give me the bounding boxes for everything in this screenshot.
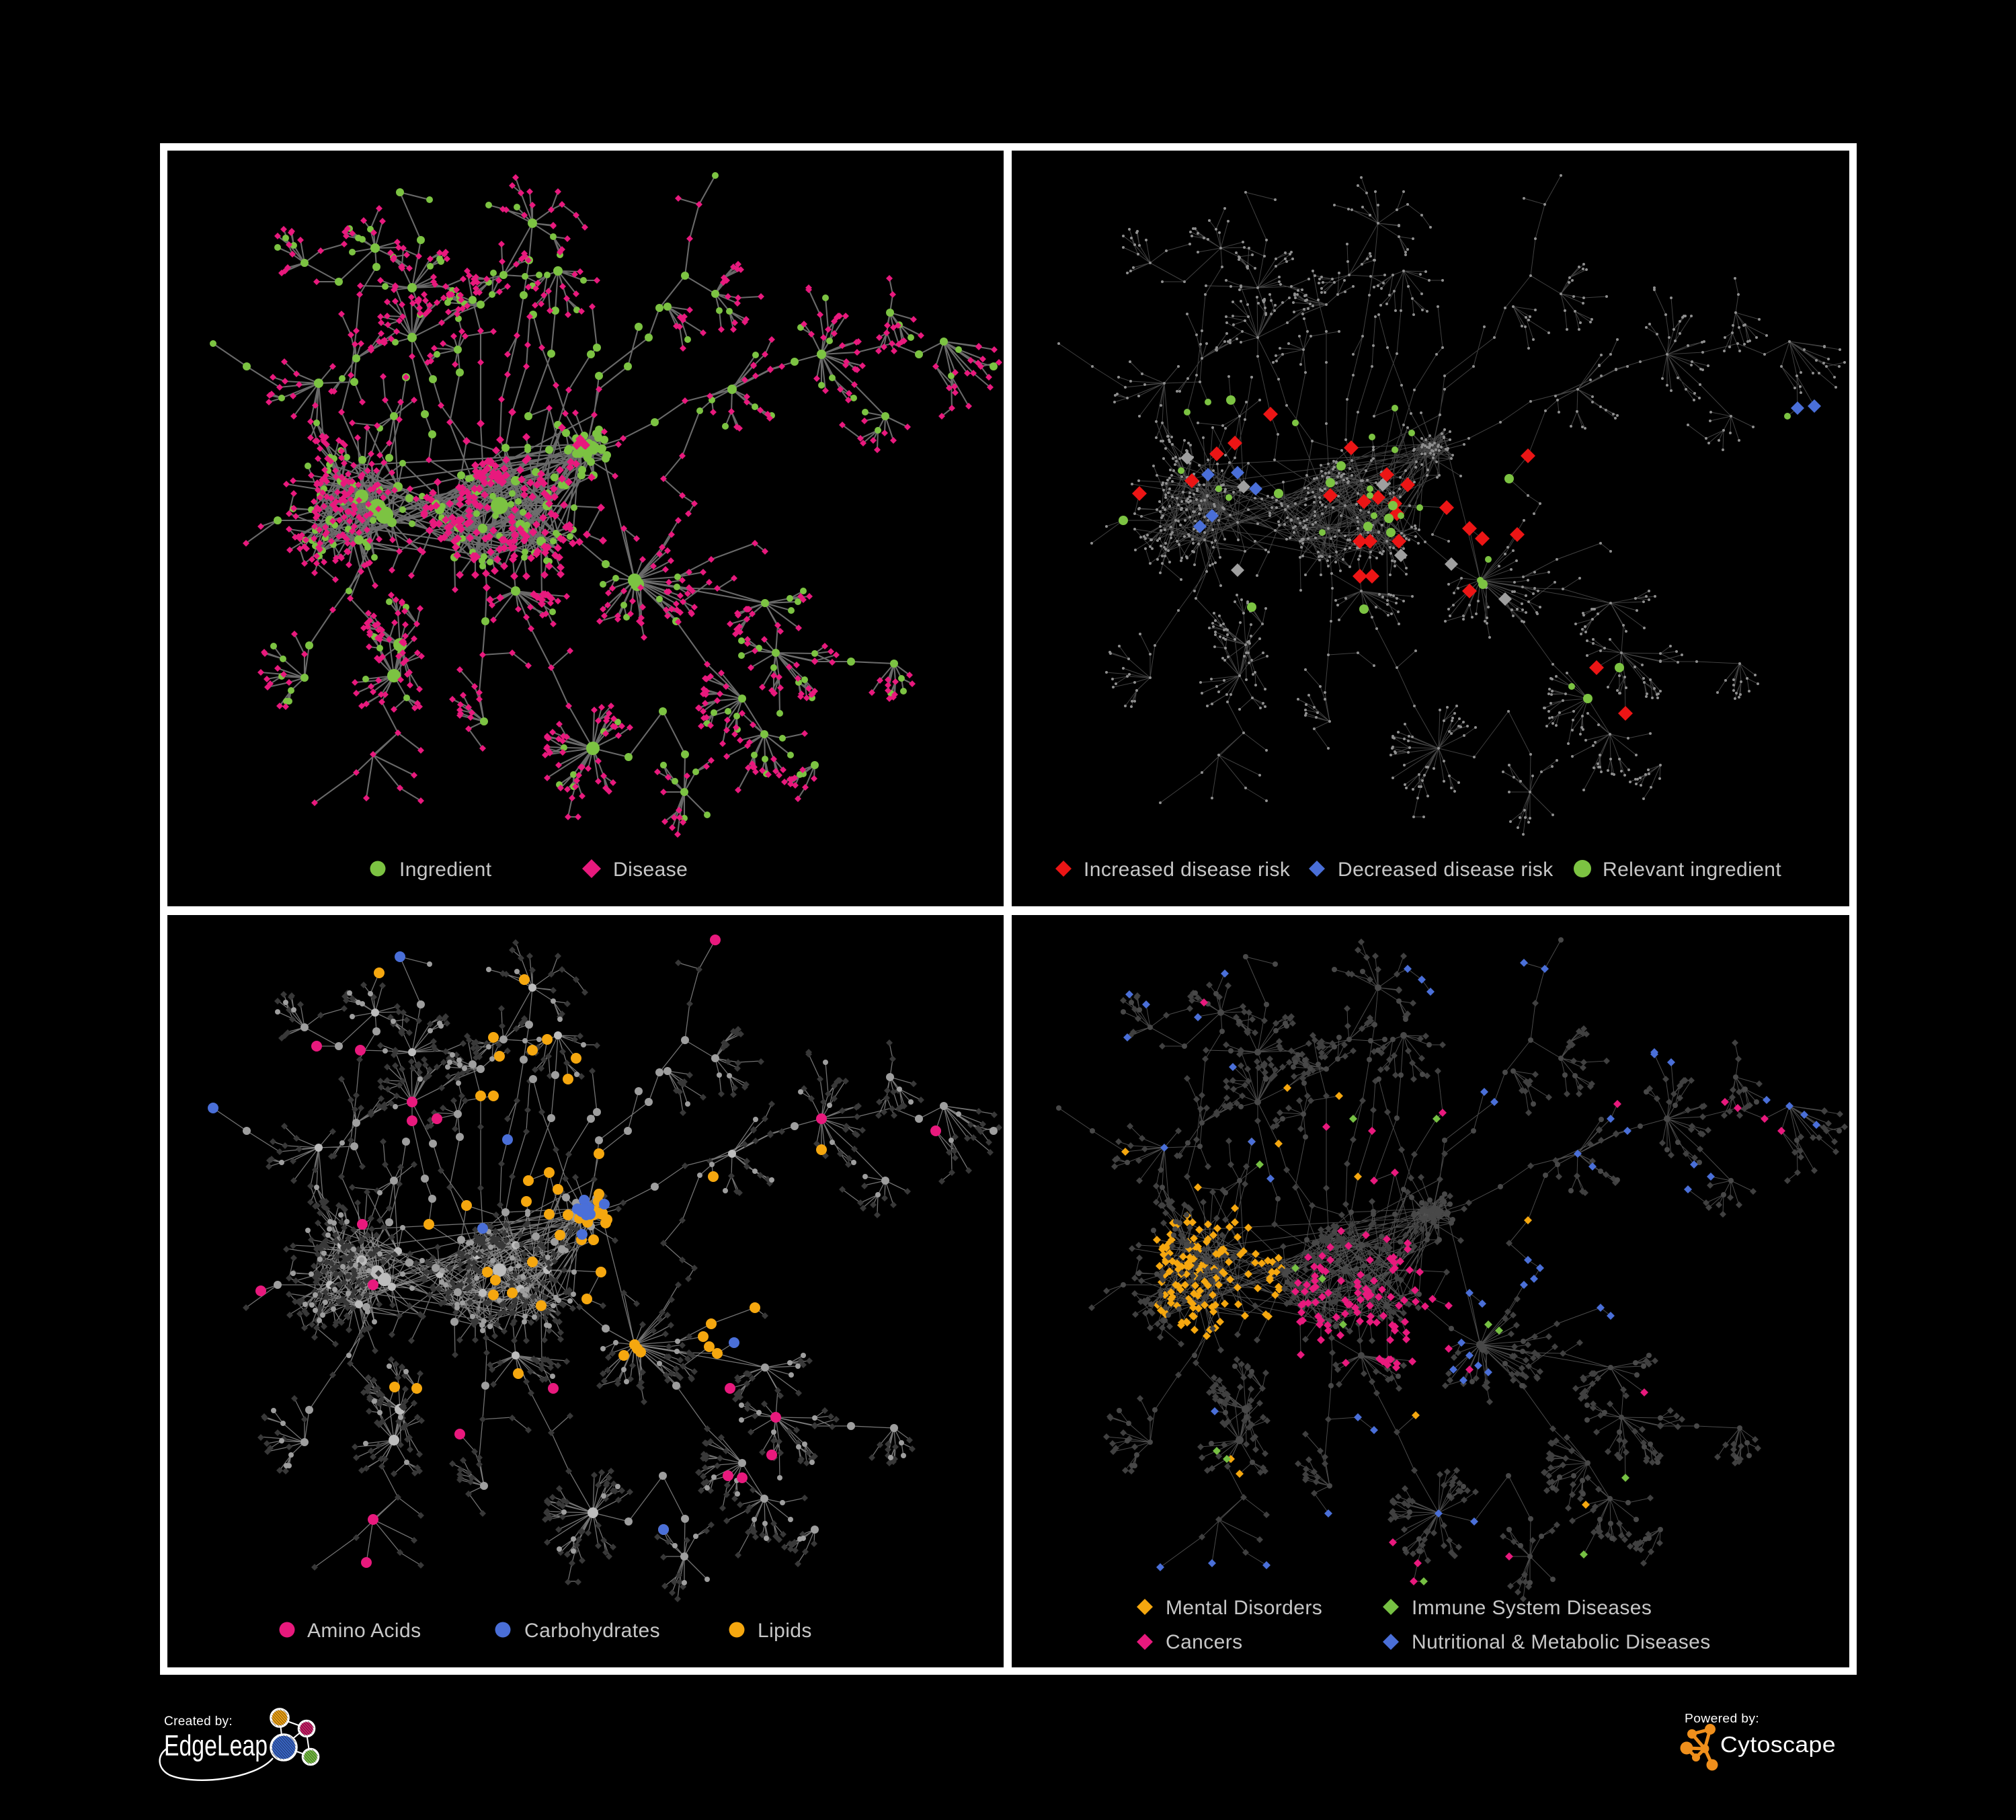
svg-text:Created by:: Created by: xyxy=(164,1714,233,1729)
svg-text:Amino Acids: Amino Acids xyxy=(307,1620,421,1642)
svg-text:Immune System Diseases: Immune System Diseases xyxy=(1412,1597,1652,1619)
svg-text:Relevant ingredient: Relevant ingredient xyxy=(1603,859,1781,881)
svg-text:EdgeLeap: EdgeLeap xyxy=(164,1729,268,1762)
svg-text:Increased disease risk: Increased disease risk xyxy=(1084,859,1291,881)
svg-text:Ingredient: Ingredient xyxy=(399,859,492,881)
svg-text:Powered by:: Powered by: xyxy=(1685,1712,1759,1725)
svg-text:Lipids: Lipids xyxy=(758,1620,812,1642)
svg-text:Carbohydrates: Carbohydrates xyxy=(524,1620,660,1642)
svg-text:Cancers: Cancers xyxy=(1166,1631,1243,1653)
svg-text:Mental Disorders: Mental Disorders xyxy=(1166,1597,1322,1619)
svg-text:Nutritional & Metabolic Diseas: Nutritional & Metabolic Diseases xyxy=(1412,1631,1711,1653)
svg-text:Disease: Disease xyxy=(613,859,688,881)
svg-text:Decreased disease risk: Decreased disease risk xyxy=(1338,859,1554,881)
svg-text:Cytoscape: Cytoscape xyxy=(1720,1733,1836,1757)
